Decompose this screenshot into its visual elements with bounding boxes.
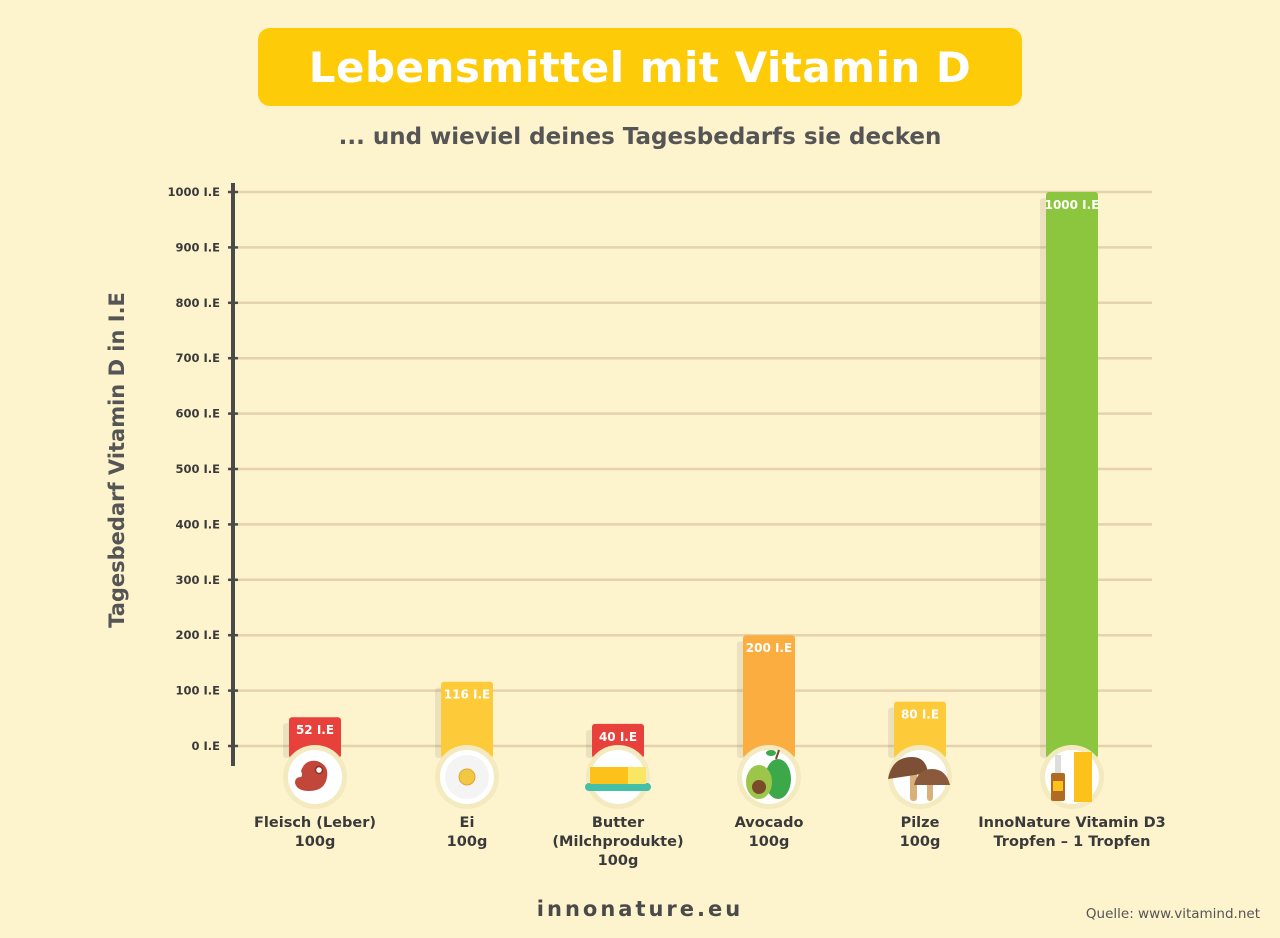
- mushroom-icon: [888, 745, 952, 809]
- butter-icon: [585, 745, 651, 809]
- bone: [314, 765, 324, 775]
- chart-subtitle: ... und wieviel deines Tagesbedarfs sie …: [338, 124, 942, 150]
- stem: [910, 773, 917, 801]
- y-tick-label: 1000 I.E: [167, 185, 220, 199]
- butter-dish: [585, 783, 651, 791]
- bar: [1046, 192, 1098, 758]
- y-tick-label: 100 I.E: [175, 684, 220, 698]
- meat-icon: [283, 745, 347, 809]
- y-tick-label: 200 I.E: [175, 628, 220, 642]
- data-label: 200 I.E: [746, 641, 792, 655]
- data-label: 52 I.E: [296, 723, 334, 737]
- footer-brand: innonature.eu: [536, 897, 744, 921]
- bar: [441, 681, 493, 758]
- dropper: [1055, 755, 1061, 773]
- bar: [743, 635, 795, 758]
- egg-yolk: [458, 768, 476, 786]
- box: [1074, 752, 1092, 802]
- y-tick-label: 0 I.E: [191, 739, 220, 753]
- category-label: Fleisch (Leber) 100g: [254, 815, 376, 850]
- data-label: 1000 I.E: [1045, 198, 1100, 212]
- y-tick-label: 800 I.E: [175, 296, 220, 310]
- leaf: [766, 750, 776, 756]
- butter-cut: [628, 767, 646, 784]
- category-label: Ei 100g: [446, 815, 488, 850]
- chart-title: Lebensmittel mit Vitamin D: [308, 42, 972, 92]
- avocado-icon: [737, 745, 801, 809]
- category-label: Butter (Milchprodukte) 100g: [552, 815, 684, 869]
- title-banner: Lebensmittel mit Vitamin D: [258, 28, 1022, 106]
- category-label: Pilze 100g: [899, 815, 941, 850]
- bar: [894, 701, 946, 758]
- bottle-label: [1053, 781, 1063, 791]
- data-label: 116 I.E: [444, 688, 490, 702]
- stem: [775, 749, 780, 760]
- category-label: Avocado 100g: [734, 815, 804, 850]
- y-tick-label: 500 I.E: [175, 462, 220, 476]
- y-tick-label: 300 I.E: [175, 573, 220, 587]
- data-label: 40 I.E: [599, 730, 637, 744]
- source-note: Quelle: www.vitamind.net: [1085, 906, 1260, 922]
- vitamin-d3-drops-icon: [1040, 745, 1104, 809]
- fried-egg-icon: [435, 745, 499, 809]
- y-tick-label: 700 I.E: [175, 351, 220, 365]
- avocado-whole: [765, 759, 791, 799]
- avocado-seed: [752, 780, 766, 794]
- butter-block: [590, 767, 628, 784]
- cap: [888, 757, 928, 779]
- data-label: 80 I.E: [901, 708, 939, 722]
- y-tick-label: 900 I.E: [175, 240, 220, 254]
- category-label: InnoNature Vitamin D3 Tropfen – 1 Tropfe…: [978, 815, 1166, 850]
- cap: [914, 769, 950, 785]
- y-tick-label: 400 I.E: [175, 517, 220, 531]
- y-tick-label: 600 I.E: [175, 407, 220, 421]
